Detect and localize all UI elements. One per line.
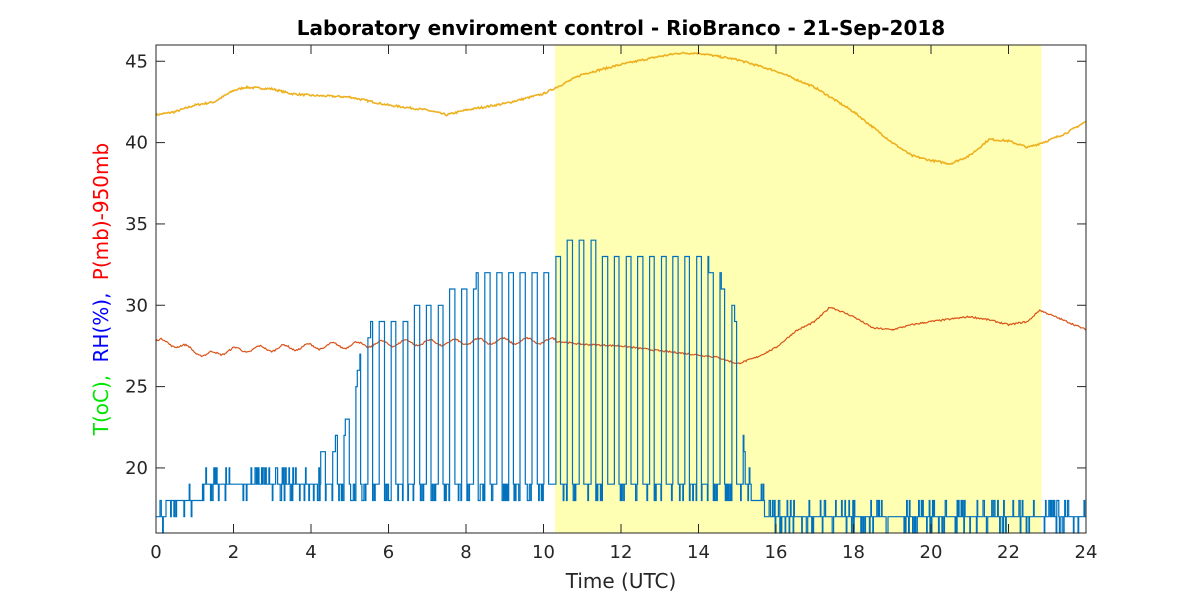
y-tick-label: 35 bbox=[125, 214, 148, 235]
y-tick-label: 25 bbox=[125, 377, 148, 398]
x-tick-label: 20 bbox=[920, 542, 943, 563]
x-axis-label: Time (UTC) bbox=[565, 569, 677, 593]
x-tick-label: 24 bbox=[1075, 542, 1098, 563]
series-line-0 bbox=[155, 51, 1087, 165]
x-tick-label: 12 bbox=[610, 542, 633, 563]
y-axis-label-humidity: RH(%), bbox=[89, 293, 113, 363]
x-tick-label: 16 bbox=[765, 542, 788, 563]
x-tick-label: 2 bbox=[228, 542, 239, 563]
x-tick-label: 8 bbox=[460, 542, 471, 563]
series-line-1 bbox=[155, 306, 1087, 365]
shaded-region bbox=[555, 45, 1042, 533]
x-tick-label: 14 bbox=[687, 542, 710, 563]
x-tick-label: 0 bbox=[150, 542, 161, 563]
plot-area bbox=[555, 45, 1042, 533]
y-axis-label-pressure: P(mb)-950mb bbox=[89, 143, 113, 280]
x-tick-label: 10 bbox=[532, 542, 555, 563]
y-tick-label: 40 bbox=[125, 133, 148, 154]
series-line-2 bbox=[156, 239, 1086, 534]
series-group bbox=[155, 51, 1087, 534]
y-tick-label: 20 bbox=[125, 458, 148, 479]
chart-title: Laboratory enviroment control - RioBranc… bbox=[297, 16, 945, 40]
y-axis-label: T(oC), RH(%), P(mb)-950mb bbox=[89, 143, 113, 436]
x-tick-label: 6 bbox=[383, 542, 394, 563]
x-tick-label: 18 bbox=[842, 542, 865, 563]
x-tick-label: 22 bbox=[997, 542, 1020, 563]
x-tick-label: 4 bbox=[305, 542, 316, 563]
y-tick-label: 30 bbox=[125, 295, 148, 316]
y-tick-label: 45 bbox=[125, 51, 148, 72]
y-axis-label-temperature: T(oC), bbox=[89, 375, 113, 436]
